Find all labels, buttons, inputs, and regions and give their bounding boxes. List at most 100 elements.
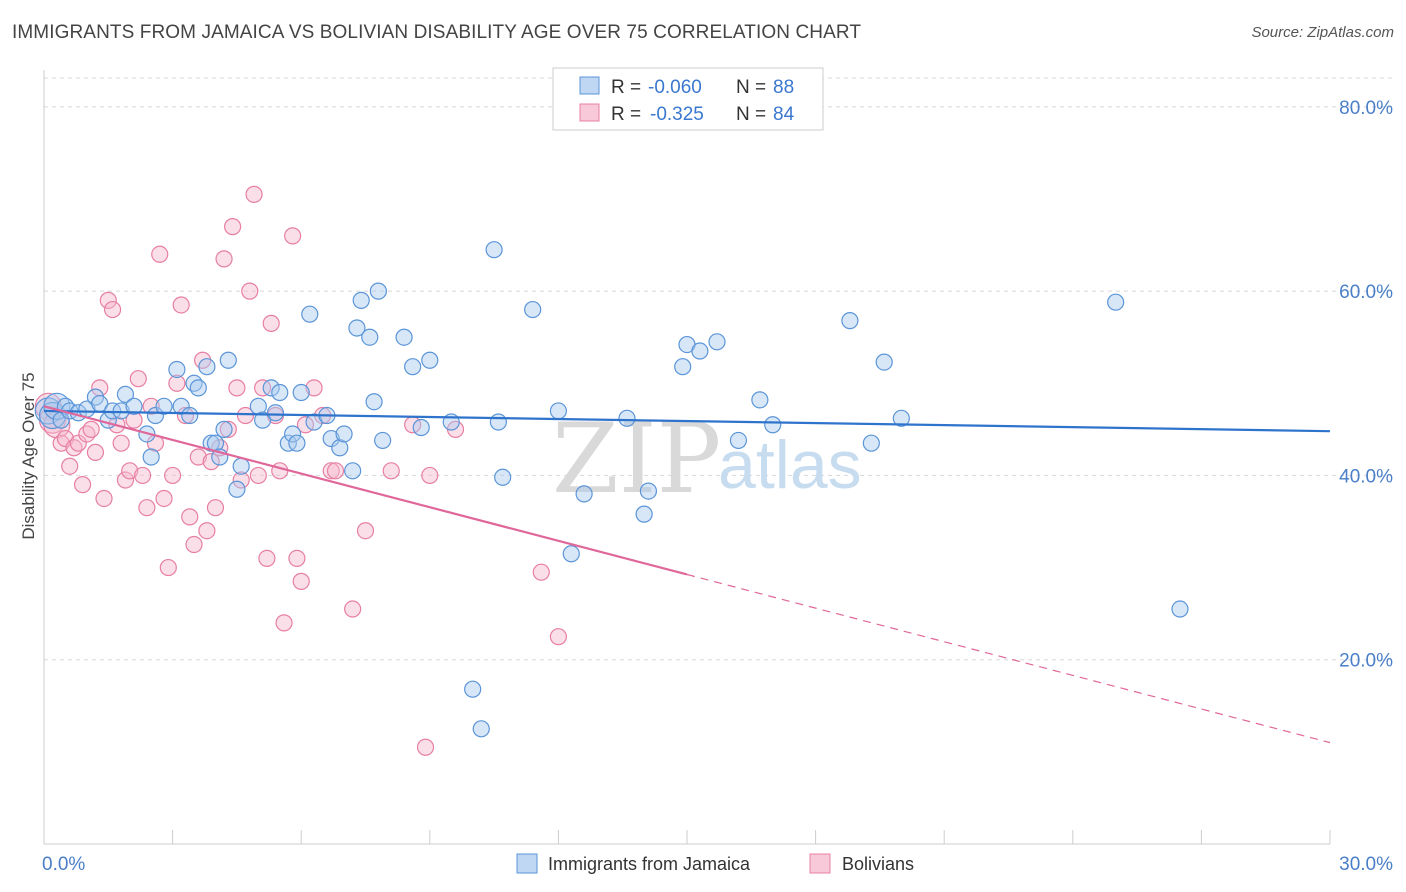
jamaica-point-23: [189, 379, 207, 397]
jamaica-point-74: [708, 333, 726, 351]
jamaica-point-82: [1107, 293, 1125, 311]
y-tick-label-0: 20.0%: [1339, 651, 1393, 672]
legend-swatch-bolivians: [579, 103, 600, 122]
bolivians-point-32: [176, 406, 195, 425]
jamaica-point-75: [729, 431, 748, 450]
bolivians-point-29: [164, 466, 182, 485]
jamaica-point-53: [374, 431, 392, 450]
legend-n-label-bolivians: N =: [736, 104, 766, 125]
bolivians-point-52: [262, 314, 280, 332]
bolivians-point-69: [421, 466, 439, 485]
bolivians-points: [34, 185, 568, 756]
y-tick-label-3: 80.0%: [1339, 98, 1393, 119]
jamaica-point-48: [348, 319, 366, 337]
jamaica-point-68: [618, 409, 636, 427]
tick-labels: 20.0% 40.0% 60.0% 80.0% 0.0% 30.0%: [42, 98, 1393, 875]
bolivians-point-64: [344, 600, 362, 618]
jamaica-point-29: [219, 351, 237, 369]
jamaica-point-13: [116, 385, 135, 403]
jamaica-point-63: [494, 468, 512, 486]
bolivians-point-54: [271, 462, 289, 480]
jamaica-point-45: [331, 439, 349, 457]
bolivians-point-22: [133, 466, 152, 485]
bolivians-point-42: [219, 420, 237, 438]
jamaica-point-83: [1171, 600, 1189, 618]
bolivians-point-15: [103, 300, 122, 319]
x-tick-label-0: 0.0%: [42, 854, 85, 875]
chart-title: IMMIGRANTS FROM JAMAICA VS BOLIVIAN DISA…: [12, 22, 862, 43]
series-legend-label-jamaica: Immigrants from Jamaica: [548, 854, 751, 874]
bolivians-point-11: [86, 443, 105, 461]
bolivians-point-46: [236, 406, 255, 425]
jamaica-point-31: [232, 457, 250, 475]
series-legend-label-bolivians: Bolivians: [842, 854, 914, 874]
jamaica-point-76: [751, 391, 769, 409]
jamaica-point-55: [404, 358, 422, 376]
bolivians-point-4: [56, 429, 75, 448]
y-tick-label-2: 60.0%: [1339, 282, 1393, 303]
source-label: Source: ZipAtlas.com: [1251, 24, 1394, 41]
axes: [43, 70, 1331, 845]
jamaica-point-70: [639, 482, 658, 500]
jamaica-point-79: [862, 434, 880, 452]
bolivians-trend-line-extension: [686, 573, 1331, 744]
watermark-atlas: atlas: [718, 427, 862, 503]
legend-n-label-jamaica: N =: [736, 77, 766, 98]
jamaica-point-60: [472, 720, 490, 738]
y-axis-label: Disability Age Over 75: [19, 372, 38, 539]
legend-n-value-bolivians: 84: [773, 104, 795, 125]
bolivians-point-49: [249, 466, 267, 485]
jamaica-point-62: [489, 413, 507, 431]
bolivians-point-31: [172, 296, 190, 314]
bolivians-point-28: [159, 558, 177, 577]
jamaica-point-16: [142, 448, 160, 466]
bolivians-point-55: [275, 614, 293, 632]
jamaica-point-49: [352, 291, 370, 309]
jamaica-point-73: [691, 342, 709, 360]
jamaica-point-56: [412, 418, 430, 437]
jamaica-point-65: [549, 402, 568, 420]
jamaica-point-44: [322, 429, 340, 448]
bolivians-point-37: [198, 522, 216, 540]
bolivians-point-33: [181, 508, 199, 526]
jamaica-point-41: [301, 305, 319, 323]
bolivians-point-18: [116, 471, 135, 489]
bolivians-point-58: [292, 572, 310, 590]
jamaica-point-40: [292, 383, 310, 402]
jamaica-point-30: [228, 480, 246, 498]
y-tick-label-1: 40.0%: [1339, 466, 1393, 487]
jamaica-point-67: [575, 485, 593, 503]
jamaica-point-54: [395, 328, 413, 346]
jamaica-point-69: [635, 505, 653, 523]
correlation-legend: R = -0.060 N = 88 R = -0.325 N = 84: [552, 67, 824, 131]
bolivians-point-41: [215, 250, 233, 268]
jamaica-point-59: [464, 680, 482, 698]
jamaica-point-78: [841, 312, 859, 330]
bolivians-point-45: [232, 471, 250, 489]
jamaica-point-39: [288, 434, 306, 452]
bolivians-point-19: [121, 462, 139, 480]
bolivians-point-17: [112, 434, 130, 452]
jamaica-point-33: [254, 411, 272, 429]
jamaica-point-64: [524, 300, 542, 319]
legend-n-value-jamaica: 88: [773, 77, 794, 98]
legend-swatch-jamaica: [579, 76, 600, 95]
jamaica-point-77: [764, 416, 782, 434]
bolivians-point-27: [155, 489, 173, 508]
bolivians-point-47: [241, 282, 259, 300]
bolivians-point-21: [129, 370, 147, 388]
jamaica-point-47: [344, 462, 362, 480]
jamaica-point-80: [875, 353, 893, 371]
bolivians-point-8: [73, 476, 92, 494]
bolivians-point-39: [206, 499, 225, 517]
legend-r-label-bolivians: R =: [611, 104, 641, 125]
jamaica-point-28: [215, 420, 233, 438]
series-legend-swatch-jamaica: [516, 853, 538, 874]
bolivians-point-63: [326, 462, 345, 480]
bolivians-point-68: [416, 738, 435, 756]
jamaica-point-50: [361, 328, 379, 346]
bolivians-point-71: [532, 563, 550, 581]
watermark: ZIP atlas: [552, 403, 862, 515]
jamaica-point-52: [369, 282, 387, 300]
